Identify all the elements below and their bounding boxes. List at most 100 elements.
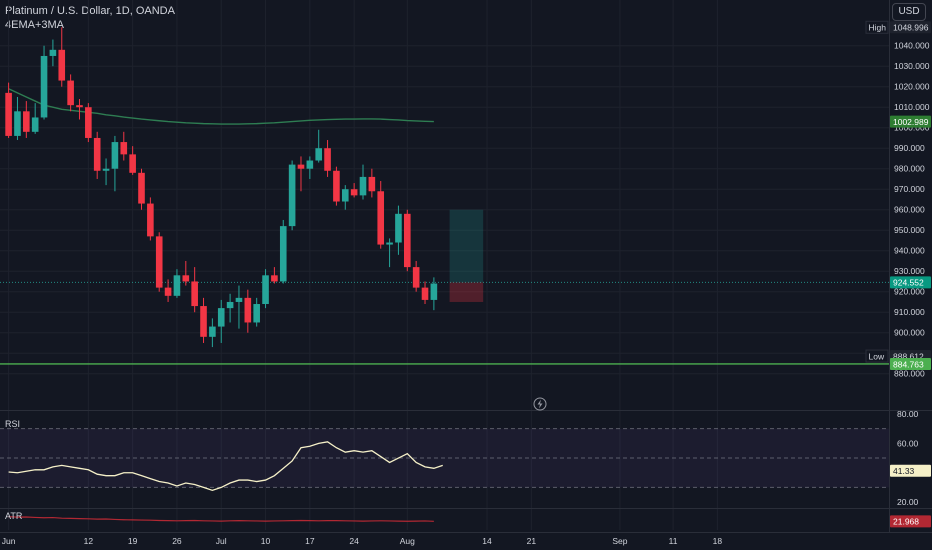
price-tick-label: 970.000 bbox=[894, 184, 925, 194]
time-tick-label: Aug bbox=[400, 536, 415, 546]
candle-body[interactable] bbox=[430, 283, 438, 300]
last-price-label-text: 924.552 bbox=[893, 278, 924, 288]
candle-body[interactable] bbox=[164, 287, 172, 296]
candle-body[interactable] bbox=[253, 304, 260, 323]
candle-body[interactable] bbox=[40, 55, 48, 118]
candle-body[interactable] bbox=[31, 117, 39, 132]
candle-body[interactable] bbox=[182, 275, 190, 282]
time-tick-label: 26 bbox=[172, 536, 182, 546]
candle-body[interactable] bbox=[93, 137, 101, 171]
candle-body[interactable] bbox=[226, 301, 234, 309]
rsi-tick-label: 80.00 bbox=[897, 409, 919, 419]
candle-body[interactable] bbox=[191, 281, 198, 307]
price-tick-label: 1040.000 bbox=[894, 41, 930, 51]
rsi-tick-label: 60.00 bbox=[897, 438, 919, 448]
candle-body[interactable] bbox=[421, 287, 429, 300]
rsi-value-label-text: 41.33 bbox=[893, 466, 915, 476]
candle-body[interactable] bbox=[368, 176, 376, 192]
candle-body[interactable] bbox=[306, 160, 314, 169]
candle-body[interactable] bbox=[173, 275, 181, 296]
high-tag-bg bbox=[865, 20, 889, 34]
time-tick-label: 14 bbox=[482, 536, 492, 546]
candle-body[interactable] bbox=[288, 164, 296, 227]
time-tick-label: 18 bbox=[713, 536, 723, 546]
candle-body[interactable] bbox=[217, 308, 225, 327]
atr-label: ATR bbox=[5, 511, 23, 521]
price-tick-label: 1000.000 bbox=[894, 123, 930, 133]
candle-body[interactable] bbox=[67, 80, 74, 106]
lightning-icon-glyph bbox=[537, 399, 543, 409]
candle-body[interactable] bbox=[129, 154, 136, 173]
support-price-label-text: 884.763 bbox=[893, 359, 924, 369]
candle-body[interactable] bbox=[341, 189, 349, 202]
rsi-value-label-bg bbox=[890, 464, 931, 477]
candle-body[interactable] bbox=[262, 275, 269, 305]
candle-body[interactable] bbox=[315, 148, 322, 161]
price-tick-label: 1010.000 bbox=[894, 102, 930, 112]
candle-body[interactable] bbox=[76, 105, 83, 108]
candle-body[interactable] bbox=[138, 172, 145, 204]
price-tick-label: 910.000 bbox=[894, 307, 925, 317]
time-tick-label: Jul bbox=[216, 536, 227, 546]
candle-body[interactable] bbox=[209, 326, 216, 337]
price-tick-label: 940.000 bbox=[894, 246, 925, 256]
candle-body[interactable] bbox=[333, 170, 340, 202]
candle-body[interactable] bbox=[359, 176, 367, 196]
candle-body[interactable] bbox=[271, 275, 278, 282]
atr-line bbox=[8, 516, 434, 522]
candle-body[interactable] bbox=[412, 267, 420, 288]
high-price-label-text: 1048.996 bbox=[893, 23, 929, 33]
candle-body[interactable] bbox=[58, 49, 66, 81]
candle-body[interactable] bbox=[235, 297, 243, 302]
candle-body[interactable] bbox=[102, 168, 110, 171]
candle-body[interactable] bbox=[386, 242, 393, 245]
price-tick-label: 980.000 bbox=[894, 164, 925, 174]
candle-body[interactable] bbox=[244, 297, 252, 323]
time-tick-label: Jun bbox=[2, 536, 16, 546]
rsi-label: RSI bbox=[5, 419, 20, 429]
time-tick-label: Sep bbox=[612, 536, 627, 546]
currency-button[interactable]: USD bbox=[892, 3, 926, 21]
candle-body[interactable] bbox=[111, 142, 119, 169]
candle-body[interactable] bbox=[23, 111, 30, 132]
candle-body[interactable] bbox=[324, 148, 331, 171]
price-tick-label: 930.000 bbox=[894, 266, 925, 276]
rsi-value-label: 41.33 bbox=[890, 464, 931, 477]
price-tick-label: 1020.000 bbox=[894, 82, 930, 92]
position-target-zone[interactable] bbox=[449, 209, 484, 283]
time-axis[interactable] bbox=[0, 532, 932, 550]
candle-body[interactable] bbox=[49, 49, 57, 56]
price-tick-label: 990.000 bbox=[894, 143, 925, 153]
lightning-icon[interactable] bbox=[533, 397, 547, 411]
indicator-label[interactable]: 4EMA+3MA bbox=[5, 19, 64, 31]
candle-body[interactable] bbox=[85, 107, 92, 138]
time-tick-label: 11 bbox=[669, 536, 678, 546]
candle-body[interactable] bbox=[297, 164, 305, 169]
low-tag-text: Low bbox=[869, 351, 885, 361]
candle-body[interactable] bbox=[350, 189, 358, 196]
candle-body[interactable] bbox=[147, 203, 154, 237]
candle-body[interactable] bbox=[120, 142, 128, 155]
time-tick-label: 21 bbox=[527, 536, 537, 546]
atr-value-label-text: 21.968 bbox=[893, 517, 919, 527]
price-tick-label: 950.000 bbox=[894, 225, 925, 235]
high-price-label-bg bbox=[890, 21, 931, 34]
candle-body[interactable] bbox=[200, 306, 207, 337]
atr-value-label-bg bbox=[890, 515, 931, 528]
candle-body[interactable] bbox=[377, 191, 385, 245]
rsi-tick-label: 20.00 bbox=[897, 497, 919, 507]
candle-body[interactable] bbox=[14, 111, 21, 136]
position-stop-zone[interactable] bbox=[449, 282, 484, 302]
last-price-label-bg bbox=[890, 276, 931, 289]
candle-body[interactable] bbox=[395, 213, 402, 243]
atr-value-label: 21.968 bbox=[890, 515, 931, 528]
time-tick-label: 17 bbox=[305, 536, 315, 546]
time-tick-label: 12 bbox=[84, 536, 94, 546]
candle-body[interactable] bbox=[404, 213, 411, 268]
candle-body[interactable] bbox=[5, 92, 12, 136]
candle-body[interactable] bbox=[279, 226, 287, 282]
time-tick-label: 10 bbox=[261, 536, 271, 546]
high-price-label: 1048.996 bbox=[890, 21, 931, 34]
candle-body[interactable] bbox=[155, 236, 163, 288]
